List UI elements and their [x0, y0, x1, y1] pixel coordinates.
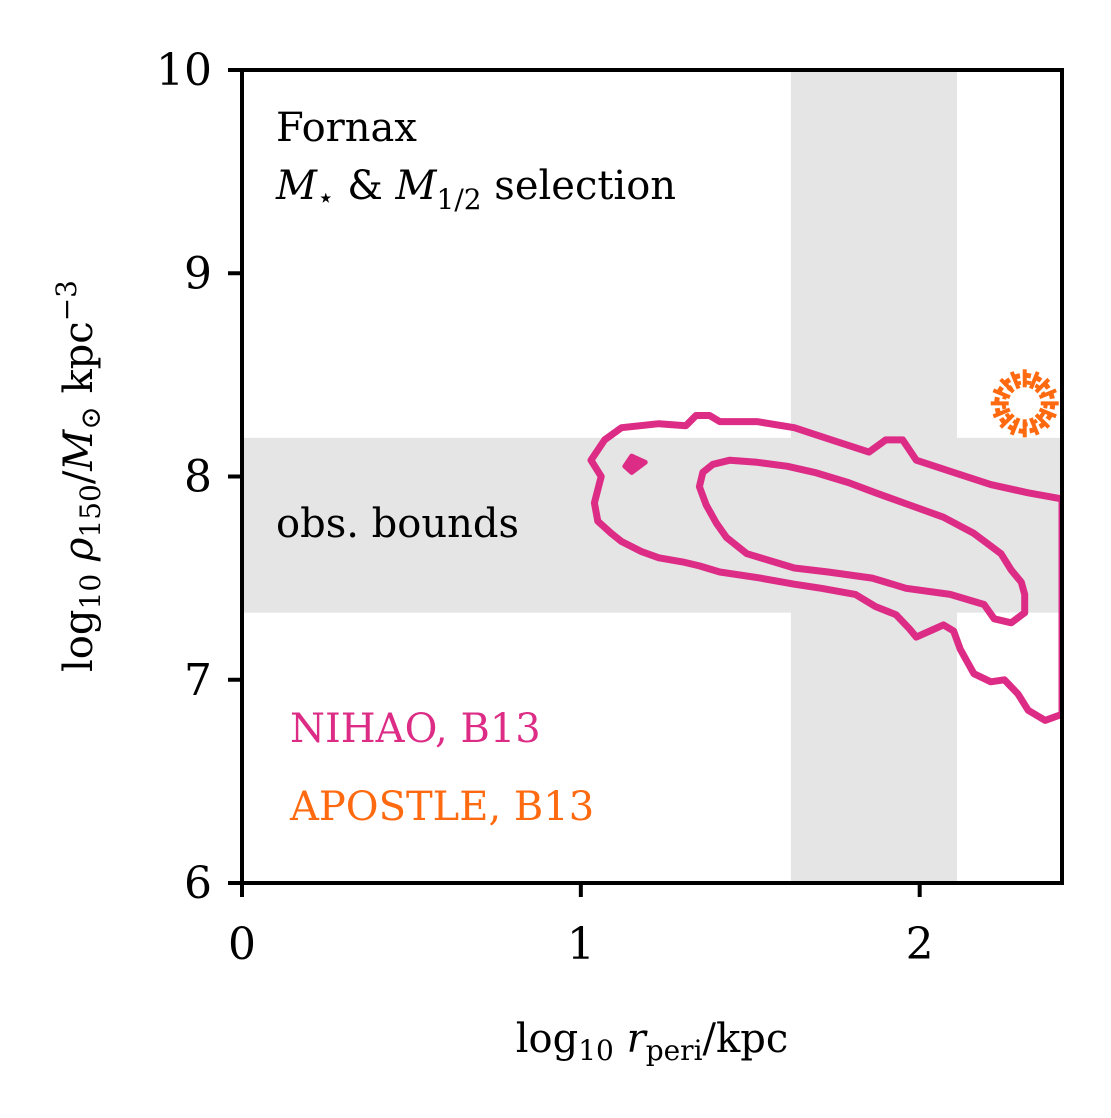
y-tick-label: 8 — [184, 452, 212, 503]
legend-nihao: NIHAO, B13 — [290, 706, 541, 752]
y-tick-label: 7 — [184, 655, 212, 706]
y-axis-ticks: 6 7 8 9 10 — [156, 45, 242, 909]
apostle-ray — [992, 388, 1011, 400]
apostle-marker — [990, 369, 1059, 438]
apostle-ray — [999, 413, 1015, 429]
panel-title: Fornax — [276, 105, 417, 151]
obs-bounds-vertical-band — [790, 70, 957, 883]
obs-bounds — [242, 70, 1062, 883]
apostle-ray — [1038, 407, 1057, 419]
contour-level-1 — [587, 412, 1062, 724]
apostle-ray — [1009, 371, 1021, 390]
y-axis-label: log10 ρ150/M⊙ kpc−3 — [50, 280, 107, 672]
y-tick-label: 9 — [184, 248, 212, 299]
apostle-ray — [1009, 417, 1021, 436]
apostle-ray — [999, 377, 1015, 394]
apostle-ray — [1038, 388, 1057, 400]
y-tick-label: 10 — [156, 45, 212, 96]
x-tick-label: 2 — [906, 919, 934, 970]
x-axis-label: log10 rperi/kpc — [516, 1016, 789, 1067]
apostle-ray — [1029, 371, 1040, 390]
obs-bounds-label: obs. bounds — [276, 501, 519, 547]
apostle-ray — [1034, 377, 1051, 394]
contour-blob — [622, 453, 648, 475]
apostle-ray — [992, 407, 1011, 419]
contour-level-2 — [695, 456, 1029, 627]
x-tick-label: 0 — [228, 919, 256, 970]
apostle-ray — [1029, 417, 1040, 436]
nihao-contours — [587, 412, 1062, 724]
apostle-ray — [1034, 413, 1051, 429]
x-tick-label: 1 — [567, 919, 595, 970]
x-axis-ticks: 0 1 2 — [228, 883, 934, 970]
y-tick-label: 6 — [184, 858, 212, 909]
legend-apostle: APOSTLE, B13 — [289, 784, 594, 830]
selection-label: M⋆ & M1/2 selection — [275, 163, 676, 216]
